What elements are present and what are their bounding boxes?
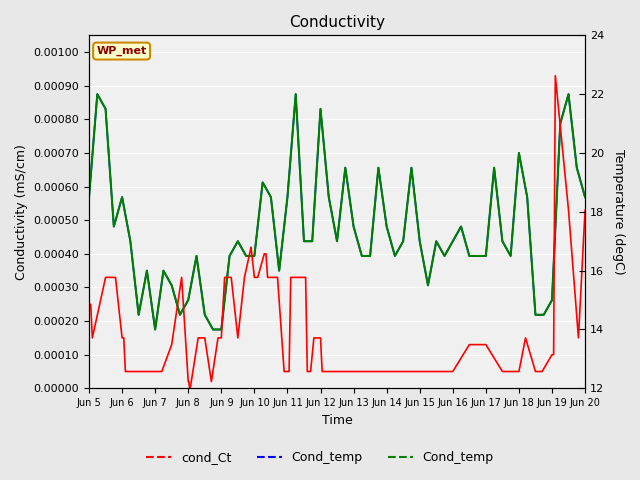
Title: Conductivity: Conductivity xyxy=(289,15,385,30)
X-axis label: Time: Time xyxy=(322,414,353,427)
Text: WP_met: WP_met xyxy=(97,46,147,56)
Legend: cond_Ct, Cond_temp, Cond_temp: cond_Ct, Cond_temp, Cond_temp xyxy=(141,446,499,469)
Y-axis label: Temperature (degC): Temperature (degC) xyxy=(612,149,625,275)
Y-axis label: Conductivity (mS/cm): Conductivity (mS/cm) xyxy=(15,144,28,280)
